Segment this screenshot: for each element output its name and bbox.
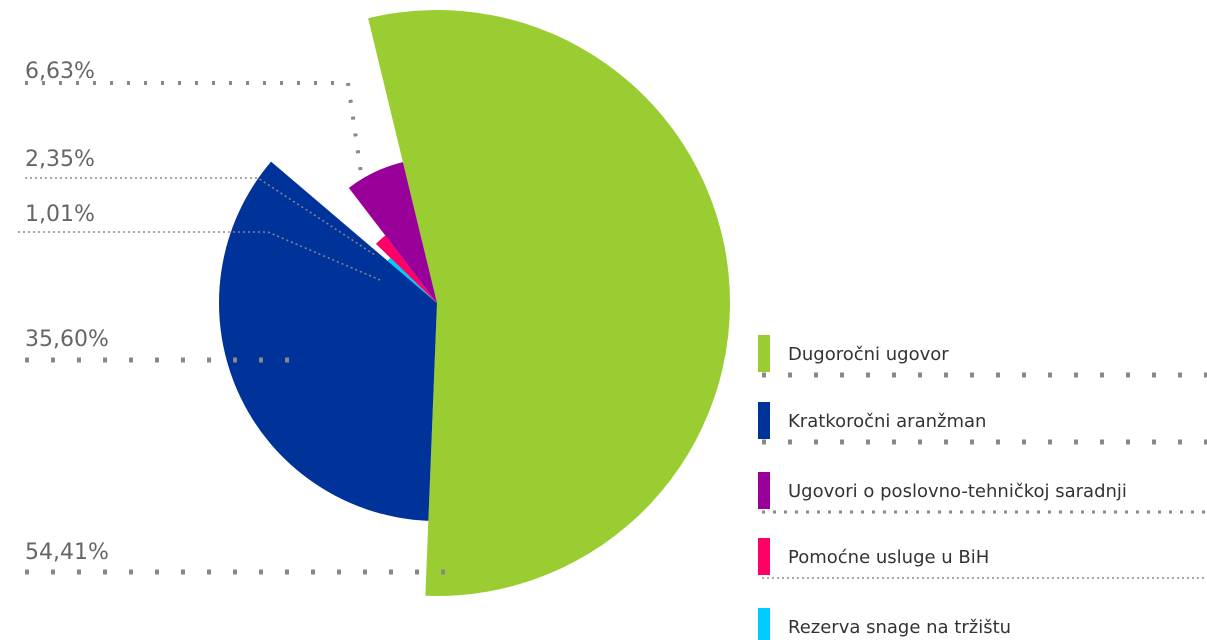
value-label: 35,60% bbox=[25, 327, 109, 352]
legend-label: Pomoćne usluge u BiH bbox=[788, 547, 989, 568]
value-label: 2,35% bbox=[25, 147, 95, 172]
leader-line bbox=[25, 81, 364, 181]
pie-slice bbox=[368, 9, 731, 597]
pie-slice bbox=[219, 161, 437, 521]
value-label: 1,01% bbox=[25, 202, 95, 227]
value-label: 6,63% bbox=[25, 59, 95, 84]
legend-swatch bbox=[758, 608, 770, 640]
legend-swatch bbox=[758, 402, 770, 439]
legend-label: Dugoročni ugovor bbox=[788, 344, 949, 365]
leader-line bbox=[18, 231, 381, 281]
pie-slice bbox=[348, 162, 437, 303]
legend-label: Kratkoročni aranžman bbox=[788, 411, 986, 432]
legend-label: Ugovori o poslovno-tehničkoj saradnji bbox=[788, 481, 1127, 502]
pie-slice bbox=[375, 235, 437, 303]
leader-line bbox=[25, 177, 376, 256]
legend-swatch bbox=[758, 472, 770, 509]
value-label: 54,41% bbox=[25, 540, 109, 565]
legend-swatch bbox=[758, 335, 770, 372]
legend-label: Rezerva snage na tržištu bbox=[788, 617, 1011, 638]
legend-swatch bbox=[758, 538, 770, 575]
pie-slice bbox=[387, 257, 437, 303]
